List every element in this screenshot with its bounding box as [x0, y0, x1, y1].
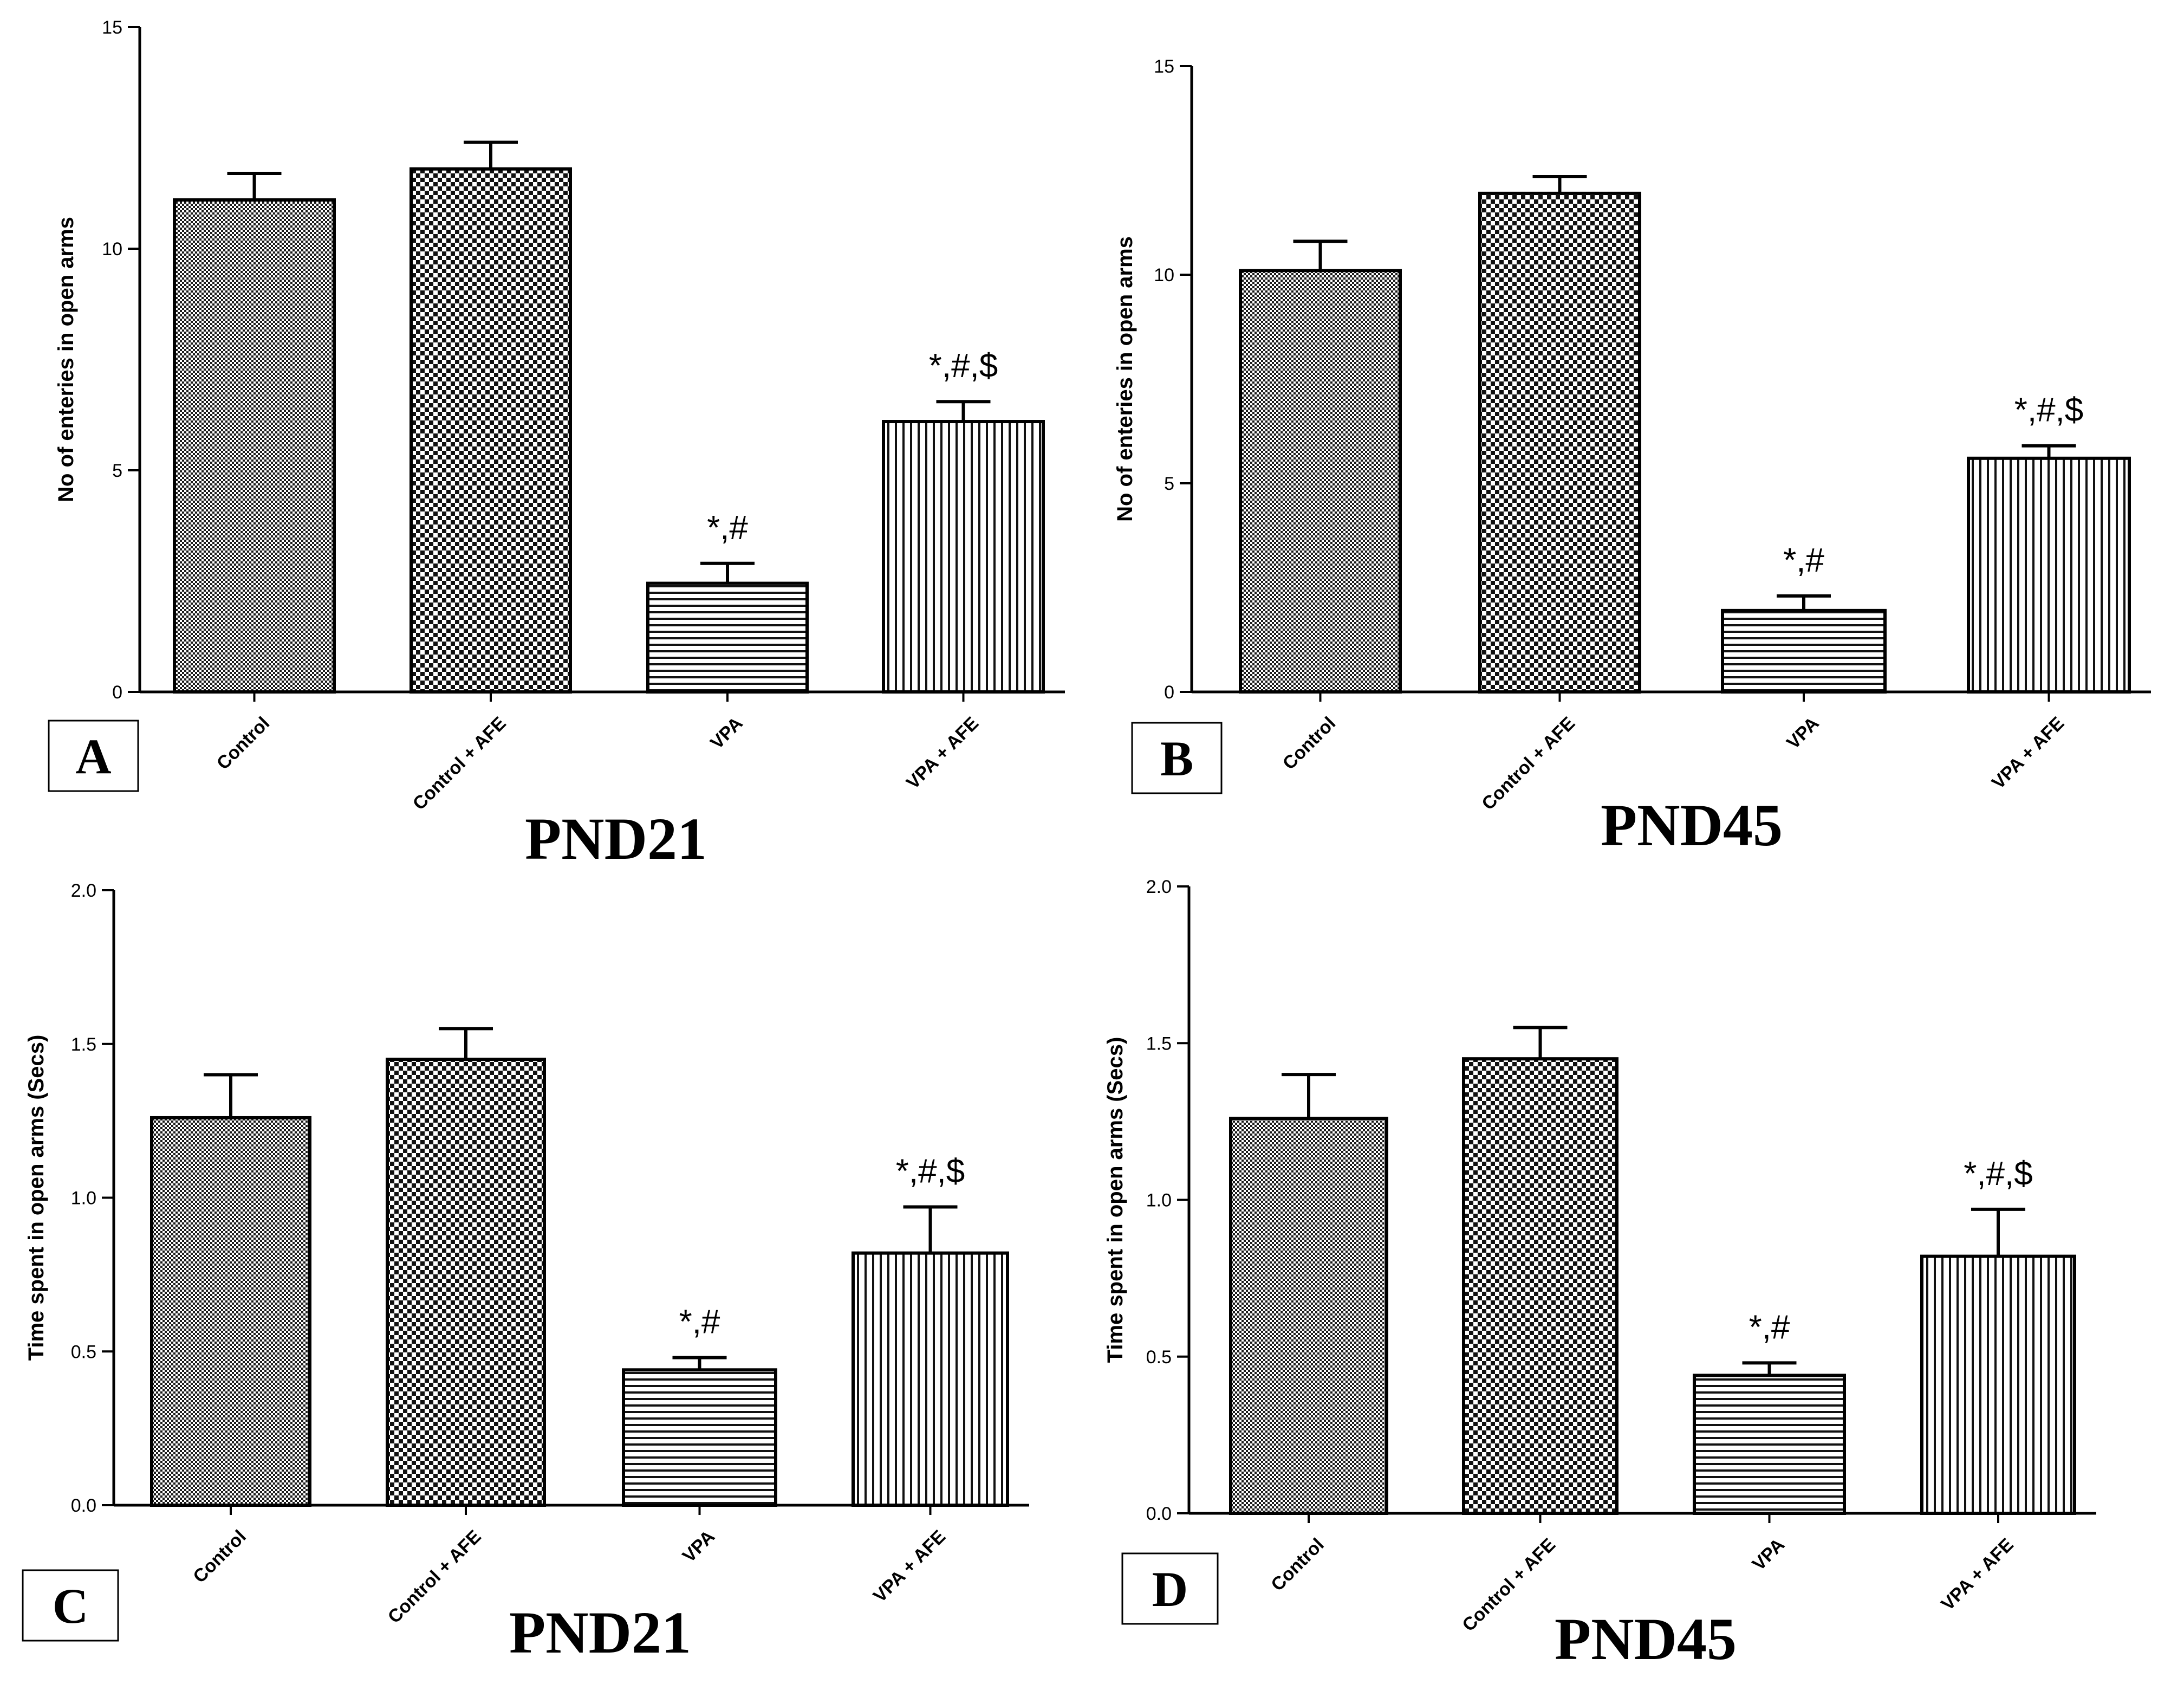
y-axis-title: No of enteries in open arms [1113, 236, 1137, 522]
category-label: Control + AFE [409, 713, 510, 814]
category-label: VPA + AFE [1988, 713, 2068, 793]
bar [150, 1116, 311, 1507]
category-label: VPA [1783, 713, 1823, 754]
bar [1721, 608, 1887, 694]
panel-d: 0.0 0.5 1.0 1.5 2.0 Time spent in open arms (… [1103, 877, 2096, 1672]
category-label: Control + AFE [384, 1526, 485, 1628]
panel-subtitle: PND21 [525, 806, 707, 872]
bar [410, 167, 572, 694]
y-tick-label: 0.0 [1146, 1504, 1172, 1524]
panel-letter: B [1160, 731, 1193, 786]
panel-b: 0 5 10 15 No of enteries in open arms Control… [1113, 56, 2151, 858]
panel-c: 0.0 0.5 1.0 1.5 2.0 Time spent in open arms (… [22, 880, 1029, 1666]
category-label: VPA + AFE [1937, 1534, 2017, 1615]
y-tick-label: 0.5 [71, 1342, 96, 1362]
y-tick-label: 0.0 [71, 1495, 96, 1516]
y-tick-label: 0 [1164, 682, 1174, 703]
panel-letter-box [48, 720, 139, 792]
panel-letter: C [53, 1578, 88, 1634]
bar [173, 198, 336, 694]
bar [882, 420, 1045, 694]
category-label: VPA [679, 1526, 719, 1567]
panel-letter-box [1131, 722, 1223, 794]
significance-label: *,#,$ [896, 1153, 965, 1190]
y-axis-title: Time spent in open arms (Secs) [1103, 1037, 1127, 1363]
panel-letter: D [1152, 1562, 1188, 1617]
category-label: Control + AFE [1458, 1534, 1559, 1636]
category-label: VPA [1748, 1534, 1789, 1575]
significance-label: *,# [707, 509, 748, 547]
y-axis-title: No of enteries in open arms [54, 217, 78, 502]
significance-label: *,#,$ [1964, 1155, 2033, 1193]
significance-label: *,# [1749, 1309, 1790, 1346]
category-label: Control [1267, 1534, 1328, 1595]
y-tick-label: 1.0 [71, 1188, 96, 1209]
bar [646, 581, 809, 694]
bar [851, 1251, 1009, 1507]
panel-subtitle: PND21 [509, 1599, 691, 1666]
bar [1229, 1117, 1388, 1515]
significance-label: *,# [679, 1304, 720, 1341]
bar [1478, 191, 1641, 694]
y-axis-title: Time spent in open arms (Secs) [24, 1035, 48, 1361]
y-tick-label: 0 [112, 682, 122, 703]
panel-a: 0 5 10 15 No of enteries in open arms Control… [48, 17, 1065, 872]
y-tick-label: 15 [102, 17, 122, 38]
bar [1239, 269, 1402, 694]
y-tick-label: 15 [1154, 56, 1174, 77]
y-tick-label: 5 [112, 461, 122, 481]
panel-letter-box [1121, 1552, 1219, 1625]
y-tick-label: 2.0 [71, 880, 96, 901]
bar [1967, 456, 2131, 694]
y-tick-label: 5 [1164, 474, 1174, 494]
panel-letter: A [75, 729, 111, 784]
bar [622, 1368, 777, 1507]
category-label: Control [213, 713, 274, 774]
y-tick-label: 0.5 [1146, 1347, 1172, 1368]
significance-label: *,#,$ [929, 347, 998, 385]
category-label: Control [1279, 713, 1340, 774]
category-label: VPA + AFE [869, 1526, 950, 1607]
bar [1462, 1057, 1618, 1515]
significance-label: *,# [1783, 542, 1824, 579]
y-tick-label: 10 [102, 239, 122, 260]
significance-label: *,#,$ [2014, 392, 2084, 429]
panel-letter-box [22, 1569, 119, 1642]
bar [1693, 1374, 1846, 1515]
category-label: VPA [706, 713, 747, 754]
category-label: Control + AFE [1478, 713, 1579, 814]
category-label: VPA + AFE [902, 713, 983, 793]
y-tick-label: 2.0 [1146, 877, 1172, 897]
y-tick-label: 1.0 [1146, 1190, 1172, 1211]
y-tick-label: 1.5 [71, 1034, 96, 1055]
y-tick-label: 1.5 [1146, 1033, 1172, 1054]
panel-subtitle: PND45 [1555, 1606, 1737, 1672]
panel-subtitle: PND45 [1601, 792, 1783, 858]
category-label: Control [189, 1526, 250, 1587]
bar [1920, 1254, 2076, 1515]
bar [386, 1058, 546, 1507]
y-tick-label: 10 [1154, 265, 1174, 286]
